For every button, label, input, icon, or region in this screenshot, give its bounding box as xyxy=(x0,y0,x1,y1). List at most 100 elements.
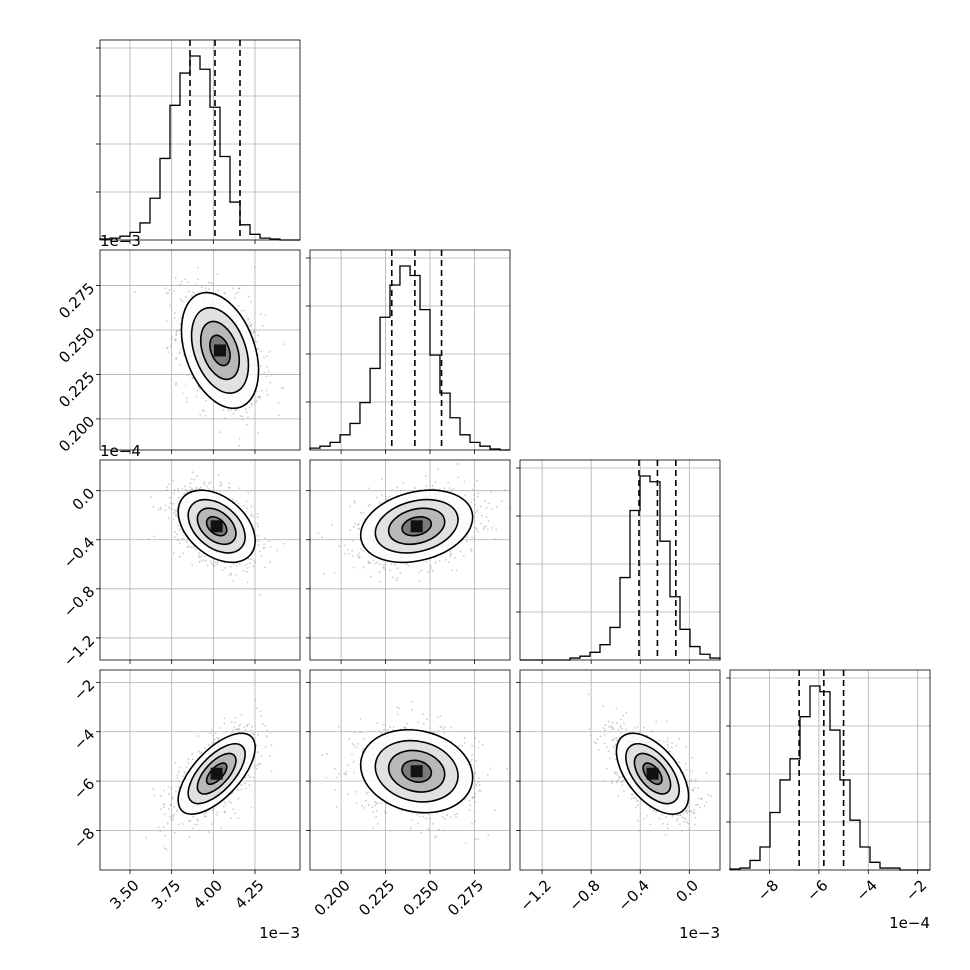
sample-point xyxy=(257,544,260,546)
sample-point xyxy=(216,736,219,739)
sample-point xyxy=(238,445,241,447)
sample-point xyxy=(611,782,614,784)
sample-point xyxy=(185,296,187,298)
sample-point xyxy=(527,466,529,468)
sample-point xyxy=(346,764,349,767)
sample-point xyxy=(366,791,369,794)
sample-point xyxy=(431,569,434,572)
sample-point xyxy=(174,761,177,764)
sample-point xyxy=(190,478,193,481)
sample-point xyxy=(205,559,207,562)
sample-point xyxy=(206,564,209,567)
sample-point xyxy=(253,765,256,768)
sample-point xyxy=(259,593,262,596)
sample-point xyxy=(376,496,379,499)
sample-point xyxy=(665,720,668,723)
sample-point xyxy=(420,569,423,572)
sample-point xyxy=(168,289,171,292)
sample-point xyxy=(190,295,193,297)
sample-point xyxy=(479,505,482,508)
sample-point xyxy=(351,549,354,552)
sample-point xyxy=(450,552,453,555)
sample-point xyxy=(173,312,176,314)
sample-point xyxy=(202,559,205,562)
sample-point xyxy=(260,554,263,557)
sample-point xyxy=(197,278,200,281)
sample-point xyxy=(219,481,222,484)
sample-point xyxy=(365,792,368,795)
sample-point xyxy=(418,571,420,574)
sample-point xyxy=(441,816,444,818)
sample-point xyxy=(176,776,179,779)
sample-point xyxy=(167,351,170,353)
sample-point xyxy=(376,823,379,825)
sample-point xyxy=(693,812,695,815)
sample-point xyxy=(192,815,194,818)
sample-point xyxy=(191,564,193,566)
sample-point xyxy=(165,292,168,294)
sample-point xyxy=(211,809,214,812)
sample-point xyxy=(411,709,413,711)
contour-line xyxy=(180,291,260,410)
sample-point xyxy=(429,817,432,820)
sample-point xyxy=(175,334,178,337)
sample-point xyxy=(164,509,167,512)
sample-point xyxy=(237,817,240,820)
sample-point xyxy=(208,744,211,746)
sample-point xyxy=(216,272,219,275)
sample-point xyxy=(389,569,391,572)
sample-point xyxy=(218,738,220,741)
contour-line xyxy=(177,732,256,815)
sample-point xyxy=(671,742,673,744)
sample-point xyxy=(179,363,182,366)
sample-point xyxy=(475,784,478,787)
sample-point xyxy=(253,527,256,530)
sample-point xyxy=(198,752,201,755)
sample-point xyxy=(197,554,200,557)
sample-point xyxy=(257,525,260,528)
marginal-panel xyxy=(96,39,301,244)
sample-point xyxy=(264,725,266,728)
sample-point xyxy=(362,549,365,552)
sample-point xyxy=(242,569,245,572)
sample-point xyxy=(169,344,172,347)
sample-point xyxy=(198,487,201,490)
sample-point xyxy=(223,717,226,720)
sample-point xyxy=(411,700,414,703)
sample-point xyxy=(389,726,392,729)
sample-point xyxy=(450,569,453,572)
sample-point xyxy=(229,801,232,804)
sample-point xyxy=(189,482,192,485)
sample-point xyxy=(201,409,204,412)
sample-point xyxy=(250,806,253,809)
sample-point xyxy=(380,802,383,805)
sample-point xyxy=(347,548,349,551)
sample-point xyxy=(589,734,592,737)
sample-point xyxy=(369,503,371,506)
sample-point xyxy=(419,815,422,818)
sample-point xyxy=(177,489,180,492)
sample-point xyxy=(476,479,479,482)
sample-point xyxy=(484,500,487,502)
sample-point xyxy=(379,581,382,584)
sample-point xyxy=(260,715,263,718)
sample-point xyxy=(334,789,337,791)
sample-point xyxy=(263,543,265,546)
sample-point xyxy=(176,809,179,812)
sample-point xyxy=(203,481,206,484)
sample-point xyxy=(234,721,237,724)
sample-point xyxy=(353,744,356,747)
sample-point xyxy=(171,796,174,798)
sample-point xyxy=(243,726,246,729)
sample-point xyxy=(238,727,241,730)
sample-point xyxy=(245,787,247,790)
sample-point xyxy=(617,794,619,797)
sample-point xyxy=(270,744,273,746)
sample-point xyxy=(175,383,177,386)
sample-point xyxy=(200,751,203,754)
contour-line xyxy=(196,752,237,795)
sample-point xyxy=(208,488,211,491)
sample-point xyxy=(378,563,381,566)
sample-point xyxy=(325,776,328,779)
